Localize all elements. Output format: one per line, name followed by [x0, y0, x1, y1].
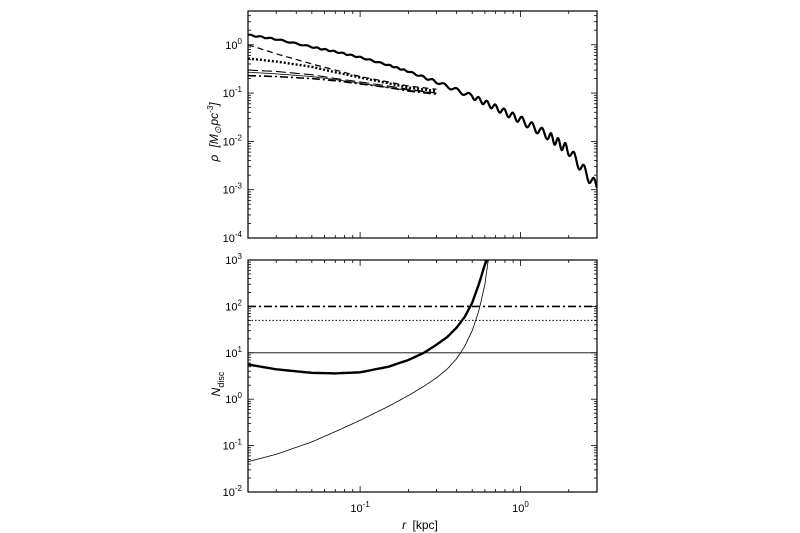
series-line: [248, 33, 597, 189]
top-ylabel-pc: pc: [207, 113, 221, 127]
bottom-ylabel-symbol: N: [209, 387, 223, 396]
y-tick-label-exp: 1: [238, 345, 243, 354]
y-tick-label-exp: -1: [235, 438, 243, 447]
y-tick-label-base: 10: [223, 88, 235, 100]
y-tick-label-exp: 3: [238, 252, 243, 261]
top-ylabel-close: ]: [207, 102, 221, 107]
y-tick-label-base: 10: [225, 40, 237, 52]
y-tick-label-base: 10: [223, 441, 235, 453]
top-ylabel-unit: [M: [207, 134, 221, 148]
plot-area: [248, 260, 597, 463]
series-line: [248, 57, 437, 93]
series-line: [248, 71, 437, 94]
y-tick-label: 100: [225, 37, 242, 52]
y-tick-label-exp: 0: [238, 391, 243, 400]
y-tick-label-exp: 0: [238, 37, 243, 46]
y-tick-label-exp: -1: [235, 85, 243, 94]
y-tick-label: 102: [225, 298, 242, 313]
y-tick-label-base: 10: [225, 255, 237, 267]
y-tick-label-base: 10: [225, 301, 237, 313]
bottom-ylabel: Ndisc: [209, 371, 226, 396]
series-line: [248, 260, 489, 463]
y-tick-label: 10-4: [223, 230, 243, 245]
x-tick-label-exp: 0: [524, 500, 529, 509]
top-ylabel: ρ [M⊙pc-3]: [206, 102, 223, 163]
y-tick-label-base: 10: [223, 185, 235, 197]
x-tick-label: 100: [512, 500, 529, 515]
y-tick-label: 100: [225, 391, 242, 406]
y-tick-label-base: 10: [223, 136, 235, 148]
plot-area: [248, 33, 597, 189]
x-tick-label: 10-1: [350, 500, 370, 515]
series-line: [248, 260, 489, 375]
plot-frame: [247, 10, 598, 239]
y-tick-label-exp: -4: [235, 230, 243, 239]
y-tick-label: 10-2: [223, 484, 243, 499]
y-tick-label-exp: -3: [235, 182, 243, 191]
y-tick-label-base: 10: [225, 394, 237, 406]
y-tick-label-exp: -2: [235, 133, 243, 142]
y-tick-label: 101: [225, 345, 242, 360]
series-line: [248, 69, 437, 94]
y-tick-label: 103: [225, 252, 242, 267]
xlabel-unit: [kpc]: [413, 518, 438, 532]
series-line: [248, 44, 437, 90]
x-tick-label-exp: -1: [363, 500, 371, 509]
xlabel-symbol: r: [402, 518, 407, 532]
top-ylabel-exp: -3: [206, 105, 215, 113]
bottom-ylabel-sub: disc: [216, 371, 226, 388]
x-tick-label-base: 10: [350, 503, 362, 515]
y-tick-label-base: 10: [225, 348, 237, 360]
series-line: [248, 74, 437, 95]
y-tick-label-exp: 2: [238, 298, 243, 307]
plot-frame: [247, 259, 598, 493]
top-ylabel-symbol: ρ: [207, 155, 221, 163]
xlabel: r [kpc]: [402, 518, 438, 532]
y-tick-label-exp: -2: [235, 484, 243, 493]
y-tick-label-base: 10: [223, 233, 235, 245]
y-tick-label: 10-3: [223, 182, 243, 197]
x-tick-label-base: 10: [512, 503, 524, 515]
y-tick-label: 10-1: [223, 85, 243, 100]
y-tick-label: 10-2: [223, 133, 243, 148]
top-ylabel-sun: ⊙: [213, 126, 223, 134]
y-tick-label: 10-1: [223, 438, 243, 453]
y-tick-label-base: 10: [223, 487, 235, 499]
